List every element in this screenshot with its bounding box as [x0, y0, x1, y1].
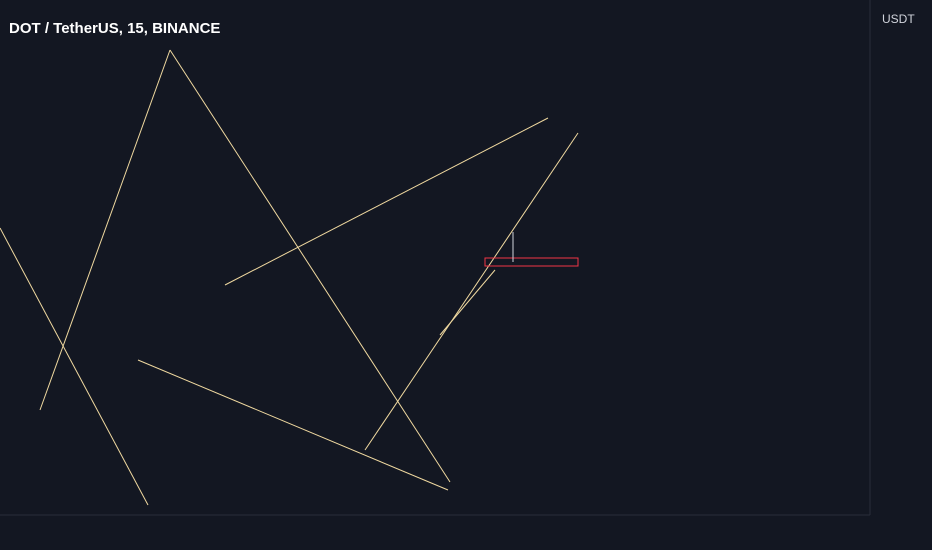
trend-line — [39, 49, 171, 411]
trend-line — [169, 49, 451, 483]
trend-lines — [0, 49, 579, 506]
entry-marker — [484, 257, 579, 267]
price-axis — [870, 0, 932, 550]
trend-line — [439, 269, 496, 336]
trend-line — [224, 117, 549, 286]
currency-label: USDT — [882, 12, 915, 26]
trend-line — [364, 132, 579, 451]
trend-line — [137, 359, 449, 491]
trend-line — [0, 227, 149, 506]
symbol-title[interactable]: DOT / TetherUS, 15, BINANCE — [9, 20, 220, 37]
